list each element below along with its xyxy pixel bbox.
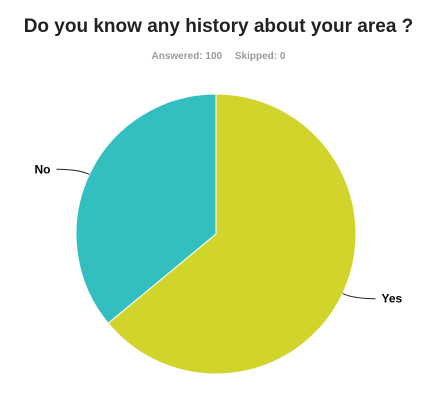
- answered-value: 100: [205, 51, 223, 62]
- pie-labels: Yes No: [34, 162, 402, 305]
- leader-line-yes: [342, 293, 376, 300]
- answered-label: Answered:: [151, 51, 203, 62]
- skipped-label: Skipped:: [234, 51, 278, 62]
- pie-slices: [75, 93, 357, 375]
- leader-line-no: [56, 168, 90, 175]
- pie-leader-lines: [56, 168, 376, 300]
- pie-slice-no: [75, 93, 217, 324]
- chart-title: Do you know any history about your area …: [23, 16, 414, 37]
- pie-label-no: No: [34, 162, 50, 176]
- skipped-stat: Skipped: 0: [235, 51, 286, 62]
- pie-label-yes: Yes: [382, 292, 403, 306]
- response-stats: Answered: 100 Skipped: 0: [0, 51, 437, 62]
- answered-stat: Answered: 100: [152, 51, 225, 62]
- skipped-value: 0: [279, 51, 286, 62]
